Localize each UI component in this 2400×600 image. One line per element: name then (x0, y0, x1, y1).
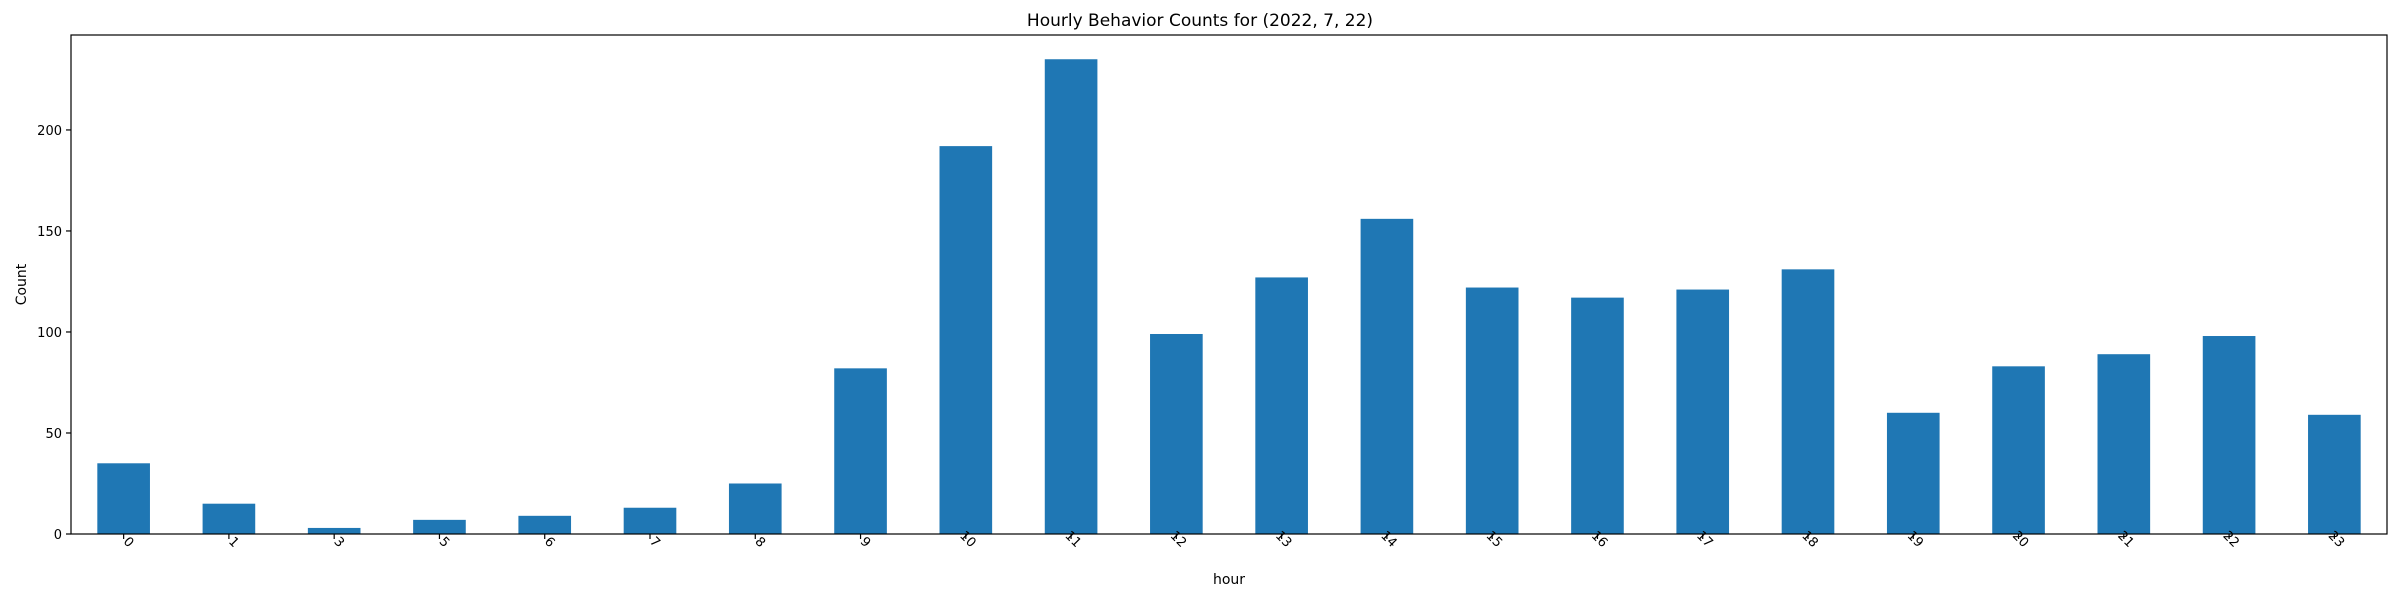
bar-hour-23 (2308, 414, 2361, 534)
bar-hour-5 (413, 519, 466, 534)
bar-hour-19 (1886, 412, 1940, 534)
plot-frame (70, 34, 2388, 535)
chart-title: Hourly Behavior Counts for (2022, 7, 22) (1027, 11, 1373, 31)
bar-hour-21 (2097, 354, 2151, 534)
bar-hour-18 (1781, 269, 1835, 534)
bar-hour-17 (1676, 289, 1730, 534)
bar-hour-10 (939, 146, 993, 535)
bar-hour-12 (1150, 333, 1203, 534)
x-axis-label: hour (1213, 572, 1245, 588)
bar-hour-9 (834, 368, 887, 534)
bar-hour-7 (623, 507, 677, 534)
x-tick-label: 6 (541, 534, 557, 550)
bars-group (97, 59, 2361, 535)
bar-hour-22 (2202, 336, 2256, 534)
y-tick-label: 0 (54, 528, 62, 543)
x-tick-label: 1 (225, 534, 241, 550)
y-axis-label: Count (14, 263, 30, 305)
x-tick-label: 0 (120, 534, 136, 550)
y-tick-label: 150 (37, 225, 62, 240)
bar-hour-0 (97, 463, 150, 534)
x-tick-label: 8 (752, 534, 768, 550)
x-tick-label: 5 (436, 534, 452, 550)
bar-hour-15 (1465, 287, 1519, 534)
y-axis-ticks: 0 50 100 150 200 (37, 124, 71, 543)
x-tick-label: 7 (646, 534, 662, 550)
y-tick-label: 50 (45, 427, 62, 442)
bar-hour-20 (1992, 366, 2045, 534)
bar-hour-8 (728, 483, 782, 534)
bar-hour-16 (1571, 297, 1624, 534)
bar-hour-6 (518, 515, 572, 534)
x-tick-label: 9 (857, 534, 873, 550)
bar-hour-1 (202, 503, 256, 534)
y-tick-label: 200 (37, 124, 62, 139)
bar-hour-14 (1360, 218, 1414, 534)
bar-hour-13 (1255, 277, 1308, 534)
y-tick-label: 100 (37, 326, 62, 341)
bar-hour-11 (1044, 59, 1098, 534)
x-tick-label: 3 (330, 534, 346, 550)
bar-hour-3 (307, 527, 361, 534)
